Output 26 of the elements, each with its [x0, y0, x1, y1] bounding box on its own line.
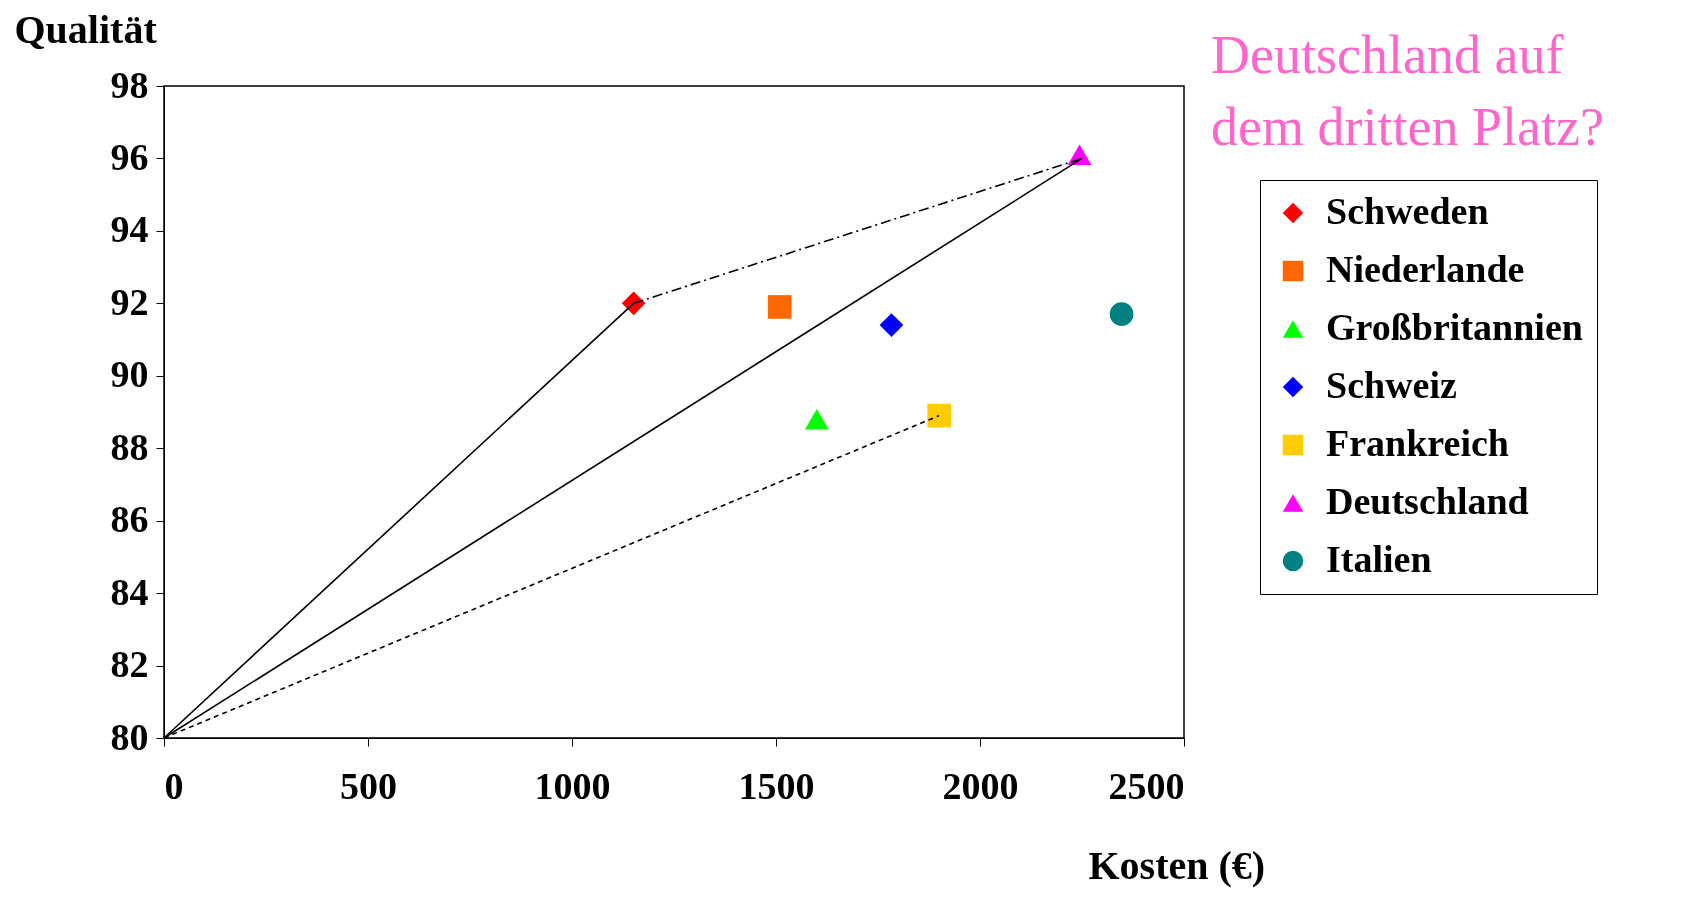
y-tick-label: 96	[110, 135, 149, 178]
x-tick-label: 1500	[738, 764, 815, 807]
y-tick-label: 94	[110, 208, 149, 251]
legend-label: Schweiz	[1326, 364, 1457, 406]
x-tick-label: 1000	[534, 764, 611, 807]
legend-label: Schweden	[1326, 190, 1489, 232]
y-tick-label: 82	[110, 643, 149, 686]
legend-label: Deutschland	[1326, 480, 1529, 522]
y-tick-label: 80	[110, 715, 149, 758]
y-axis-title: Qualität	[14, 6, 158, 52]
y-tick-label: 86	[110, 498, 149, 541]
legend-label: Frankreich	[1326, 422, 1509, 464]
x-axis-title: Kosten (€)	[1088, 842, 1266, 888]
y-tick-label: 98	[110, 63, 149, 106]
text: Deutschland auf dem dritten Platz?	[1211, 25, 1604, 157]
legend-label: Niederlande	[1326, 248, 1525, 290]
x-tick-label: 2000	[942, 764, 1019, 807]
y-tick-label: 90	[110, 353, 149, 396]
legend-label: Großbritannien	[1326, 306, 1583, 348]
y-tick-label: 84	[110, 570, 149, 613]
legend-label: Italien	[1326, 538, 1432, 580]
y-tick-label: 88	[110, 425, 149, 468]
y-tick-label: 92	[110, 280, 149, 323]
x-tick-label: 2500	[1108, 764, 1185, 807]
x-tick-label: 500	[340, 764, 397, 807]
x-tick-label: 0	[164, 764, 184, 807]
